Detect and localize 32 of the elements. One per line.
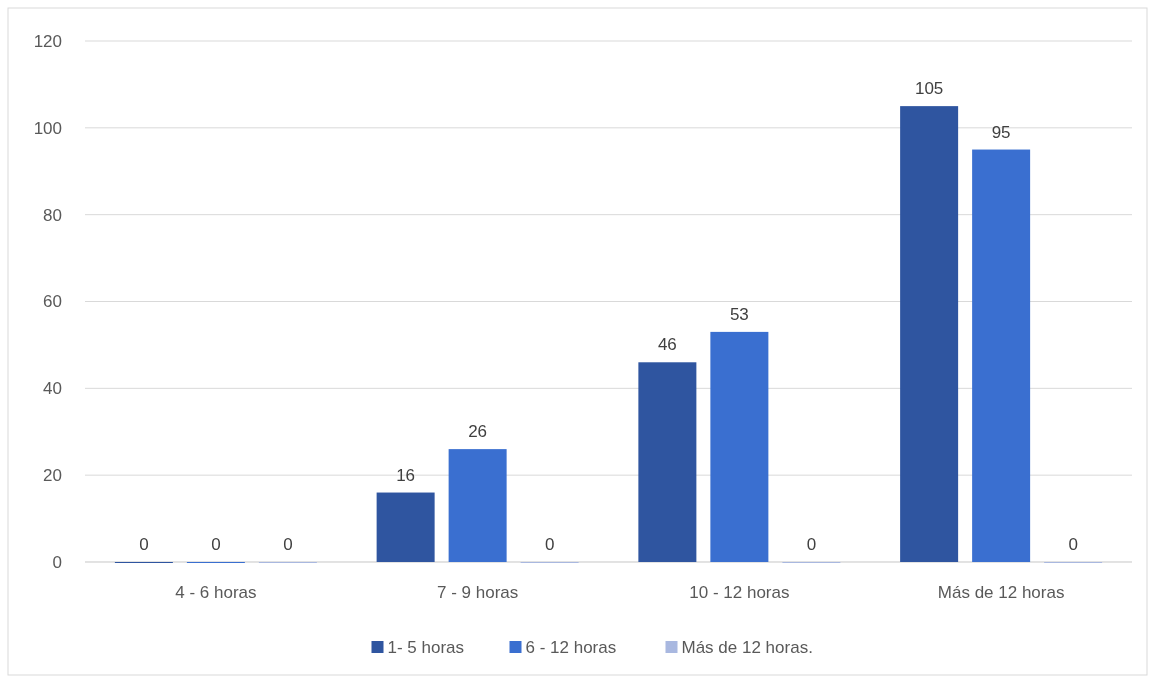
data-label: 0 [544, 535, 555, 554]
y-tick-label: 80 [43, 205, 62, 225]
x-tick-label: 4 - 6 horas [175, 583, 257, 602]
bar [900, 106, 959, 562]
y-tick-label: 0 [52, 552, 62, 572]
bar [638, 362, 697, 562]
bar [710, 331, 769, 562]
legend-label: 6 - 12 horas [525, 637, 617, 657]
x-tick-label: 7 - 9 horas [436, 583, 519, 602]
bar [376, 492, 435, 562]
data-label: 0 [806, 535, 817, 554]
legend-label: Más de 12 horas. [681, 637, 813, 657]
y-tick-label: 40 [43, 379, 62, 399]
data-label: 105 [914, 79, 944, 99]
y-tick-label: 20 [43, 466, 62, 486]
y-tick-label: 120 [33, 31, 62, 51]
data-label: 0 [211, 535, 221, 554]
y-tick-label: 60 [43, 292, 62, 312]
data-label: 16 [396, 465, 416, 485]
data-label: 0 [1068, 535, 1078, 554]
data-label: 26 [468, 422, 488, 442]
x-tick-label: 10 - 12 horas [689, 583, 790, 602]
y-tick-label: 100 [33, 118, 62, 138]
bar [972, 149, 1031, 562]
data-label: 53 [729, 304, 749, 324]
bar [448, 449, 507, 562]
data-label: 46 [657, 335, 677, 355]
data-label: 0 [283, 535, 293, 554]
data-label: 95 [991, 122, 1011, 142]
x-tick-label: Más de 12 horas [937, 583, 1065, 602]
legend-label: 1- 5 horas [387, 637, 465, 657]
data-label: 0 [139, 535, 149, 554]
